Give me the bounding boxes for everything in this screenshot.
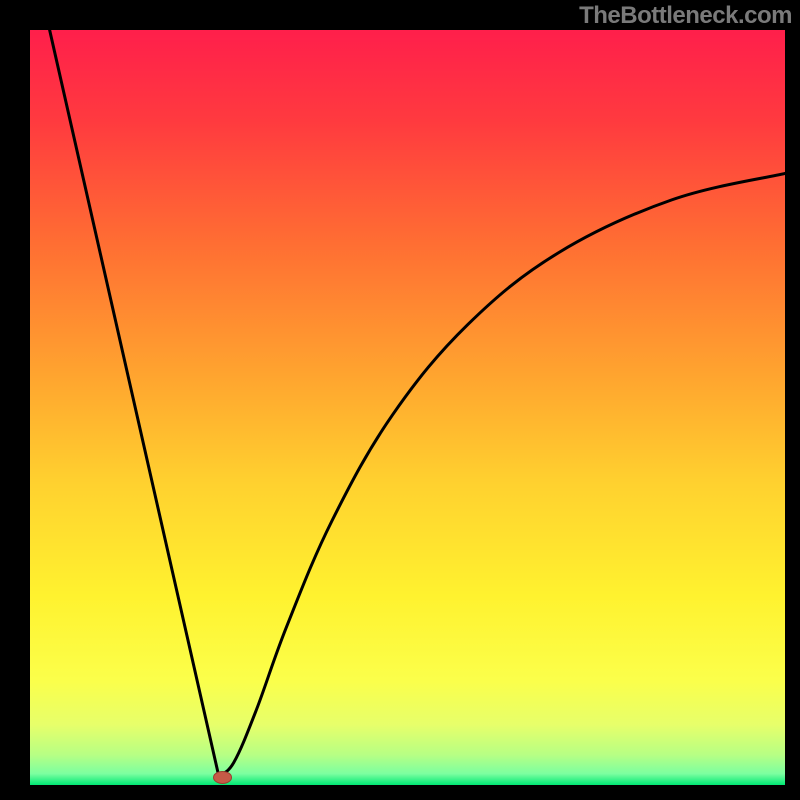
plot-area — [30, 30, 785, 785]
curve-layer — [30, 30, 785, 785]
chart-container: TheBottleneck.com — [0, 0, 800, 800]
minimum-marker — [214, 771, 232, 783]
curve-right-segment — [219, 173, 785, 775]
watermark-text: TheBottleneck.com — [579, 2, 792, 30]
curve-left-segment — [50, 30, 219, 776]
